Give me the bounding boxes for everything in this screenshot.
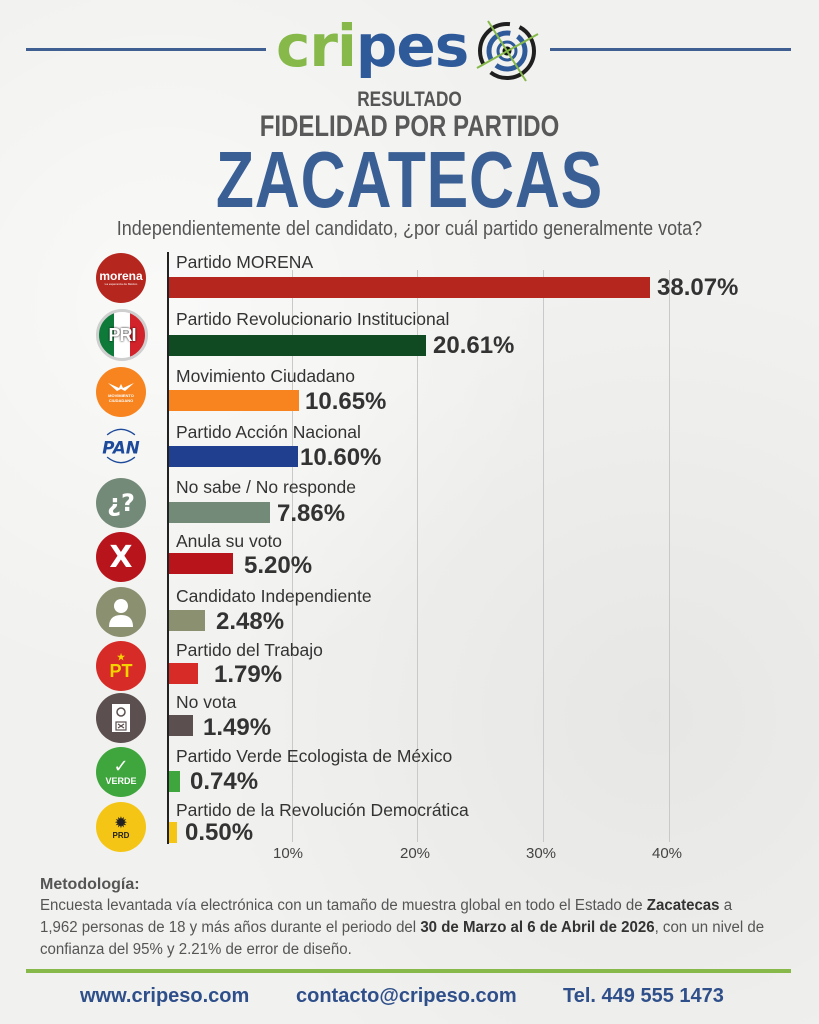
bar-label: Anula su voto (176, 531, 283, 551)
gridline-30 (543, 270, 544, 842)
bar-label: No sabe / No responde (176, 477, 356, 497)
bar-independiente (169, 610, 205, 631)
bar-verde (169, 771, 180, 792)
gridline-40 (669, 270, 670, 842)
eagle-icon (108, 383, 134, 391)
gridline-20 (417, 270, 418, 842)
ballot-icon (96, 693, 146, 743)
bar-value: 1.79% (214, 661, 283, 688)
methodology-text: Encuesta levantada vía electrónica con u… (40, 897, 765, 958)
bar-label: No vota (176, 692, 237, 712)
bar-label: Partido Acción Nacional (176, 422, 361, 442)
bar-pri (169, 335, 426, 356)
bar-label: Partido Verde Ecologista de México (176, 746, 453, 766)
website-link[interactable]: www.cripeso.com (80, 985, 250, 1007)
header-rule-right (550, 48, 791, 51)
methodology-title: Metodología: (40, 876, 140, 893)
bar-prd (169, 822, 177, 843)
logo-text-blue: pes (355, 12, 469, 80)
bar-value: 10.60% (300, 444, 382, 471)
bar-morena (169, 277, 650, 298)
bar-pan (169, 446, 298, 467)
email-link[interactable]: contacto@cripeso.com (296, 985, 517, 1007)
state-title: ZACATECAS (215, 135, 604, 224)
bar-no-sabe (169, 502, 270, 523)
sun-icon: ✹ (114, 812, 128, 832)
morena-logo-icon: morena La esperanza de México (96, 253, 146, 303)
result-label: RESULTADO (357, 88, 462, 111)
bar-pt (169, 663, 198, 684)
pt-logo-icon: ★ PT (96, 641, 146, 691)
bar-value: 5.20% (244, 552, 313, 579)
x-cross-icon: X (96, 532, 146, 582)
svg-text:PAN: PAN (102, 438, 140, 457)
bar-label: Partido MORENA (176, 252, 314, 272)
bar-value: 38.07% (657, 274, 739, 301)
bar-value: 0.50% (185, 819, 254, 846)
bar-no-vota (169, 715, 193, 736)
verde-logo-icon: ✓ VERDE (96, 747, 146, 797)
question-icon: ¿? (96, 478, 146, 528)
bar-label: Candidato Independiente (176, 586, 372, 606)
bar-label: Partido Revolucionario Institucional (176, 309, 450, 329)
bar-label: Movimiento Ciudadano (176, 366, 355, 386)
bar-value: 2.48% (216, 608, 285, 635)
y-axis-line (167, 252, 169, 844)
bar-anula (169, 553, 233, 574)
bar-value: 10.65% (305, 388, 387, 415)
person-icon (96, 587, 146, 637)
bar-value: 0.74% (190, 768, 259, 795)
bar-value: 20.61% (433, 332, 515, 359)
cripeso-logo: cripes (276, 14, 546, 86)
logo-text-green: cri (276, 12, 357, 80)
pri-logo-icon: PRI (96, 309, 148, 361)
movimiento-ciudadano-logo-icon: MOVIMIENTO CIUDADANO (96, 367, 146, 417)
target-icon (476, 20, 539, 82)
prd-logo-icon: ✹ PRD (96, 802, 146, 852)
chart-title: FIDELIDAD POR PARTIDO (259, 110, 560, 143)
header-rule-left (26, 48, 266, 51)
x-tick-30: 30% (525, 845, 557, 862)
x-tick-20: 20% (399, 845, 431, 862)
bar-label: Partido de la Revolución Democrática (176, 800, 469, 820)
x-tick-40: 40% (651, 845, 683, 862)
bar-label: Partido del Trabajo (176, 640, 323, 660)
x-tick-10: 10% (272, 845, 304, 862)
gridline-10 (292, 270, 293, 842)
survey-question: Independientemente del candidato, ¿por c… (116, 218, 703, 240)
footer-divider (26, 969, 791, 973)
pan-logo-icon: PAN (96, 421, 146, 471)
bar-mc (169, 390, 299, 411)
bar-value: 7.86% (277, 500, 346, 527)
phone-number: Tel. 449 555 1473 (563, 985, 724, 1007)
bar-value: 1.49% (203, 714, 272, 741)
